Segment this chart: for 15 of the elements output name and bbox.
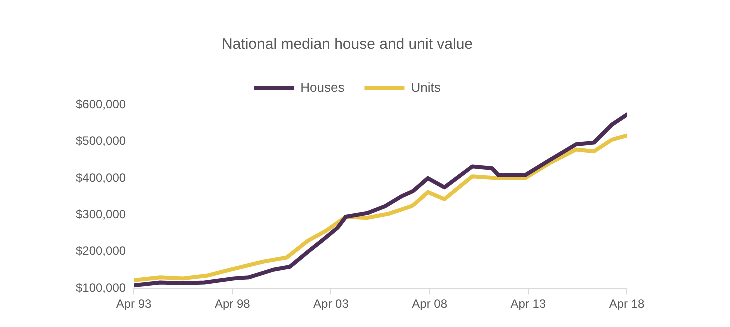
x-tick-label: Apr 98 (214, 297, 251, 312)
y-tick-label: $500,000 (76, 134, 126, 148)
x-tick-label: Apr 93 (116, 297, 152, 312)
x-tick-label: Apr 03 (314, 297, 350, 312)
y-tick-label: $400,000 (76, 170, 126, 185)
x-tick-label: Apr 08 (412, 297, 448, 312)
legend-label: Houses (300, 80, 346, 96)
y-tick-label: $100,000 (76, 280, 126, 295)
y-tick-label: $300,000 (76, 207, 126, 222)
y-tick-label: $200,000 (76, 244, 126, 258)
x-tick-label: Apr 18 (609, 297, 645, 312)
y-tick-label: $600,000 (76, 97, 126, 112)
x-tick-label: Apr 13 (510, 297, 546, 312)
chart-title: National median house and unit value (222, 36, 474, 54)
legend-label: Units (411, 80, 442, 96)
